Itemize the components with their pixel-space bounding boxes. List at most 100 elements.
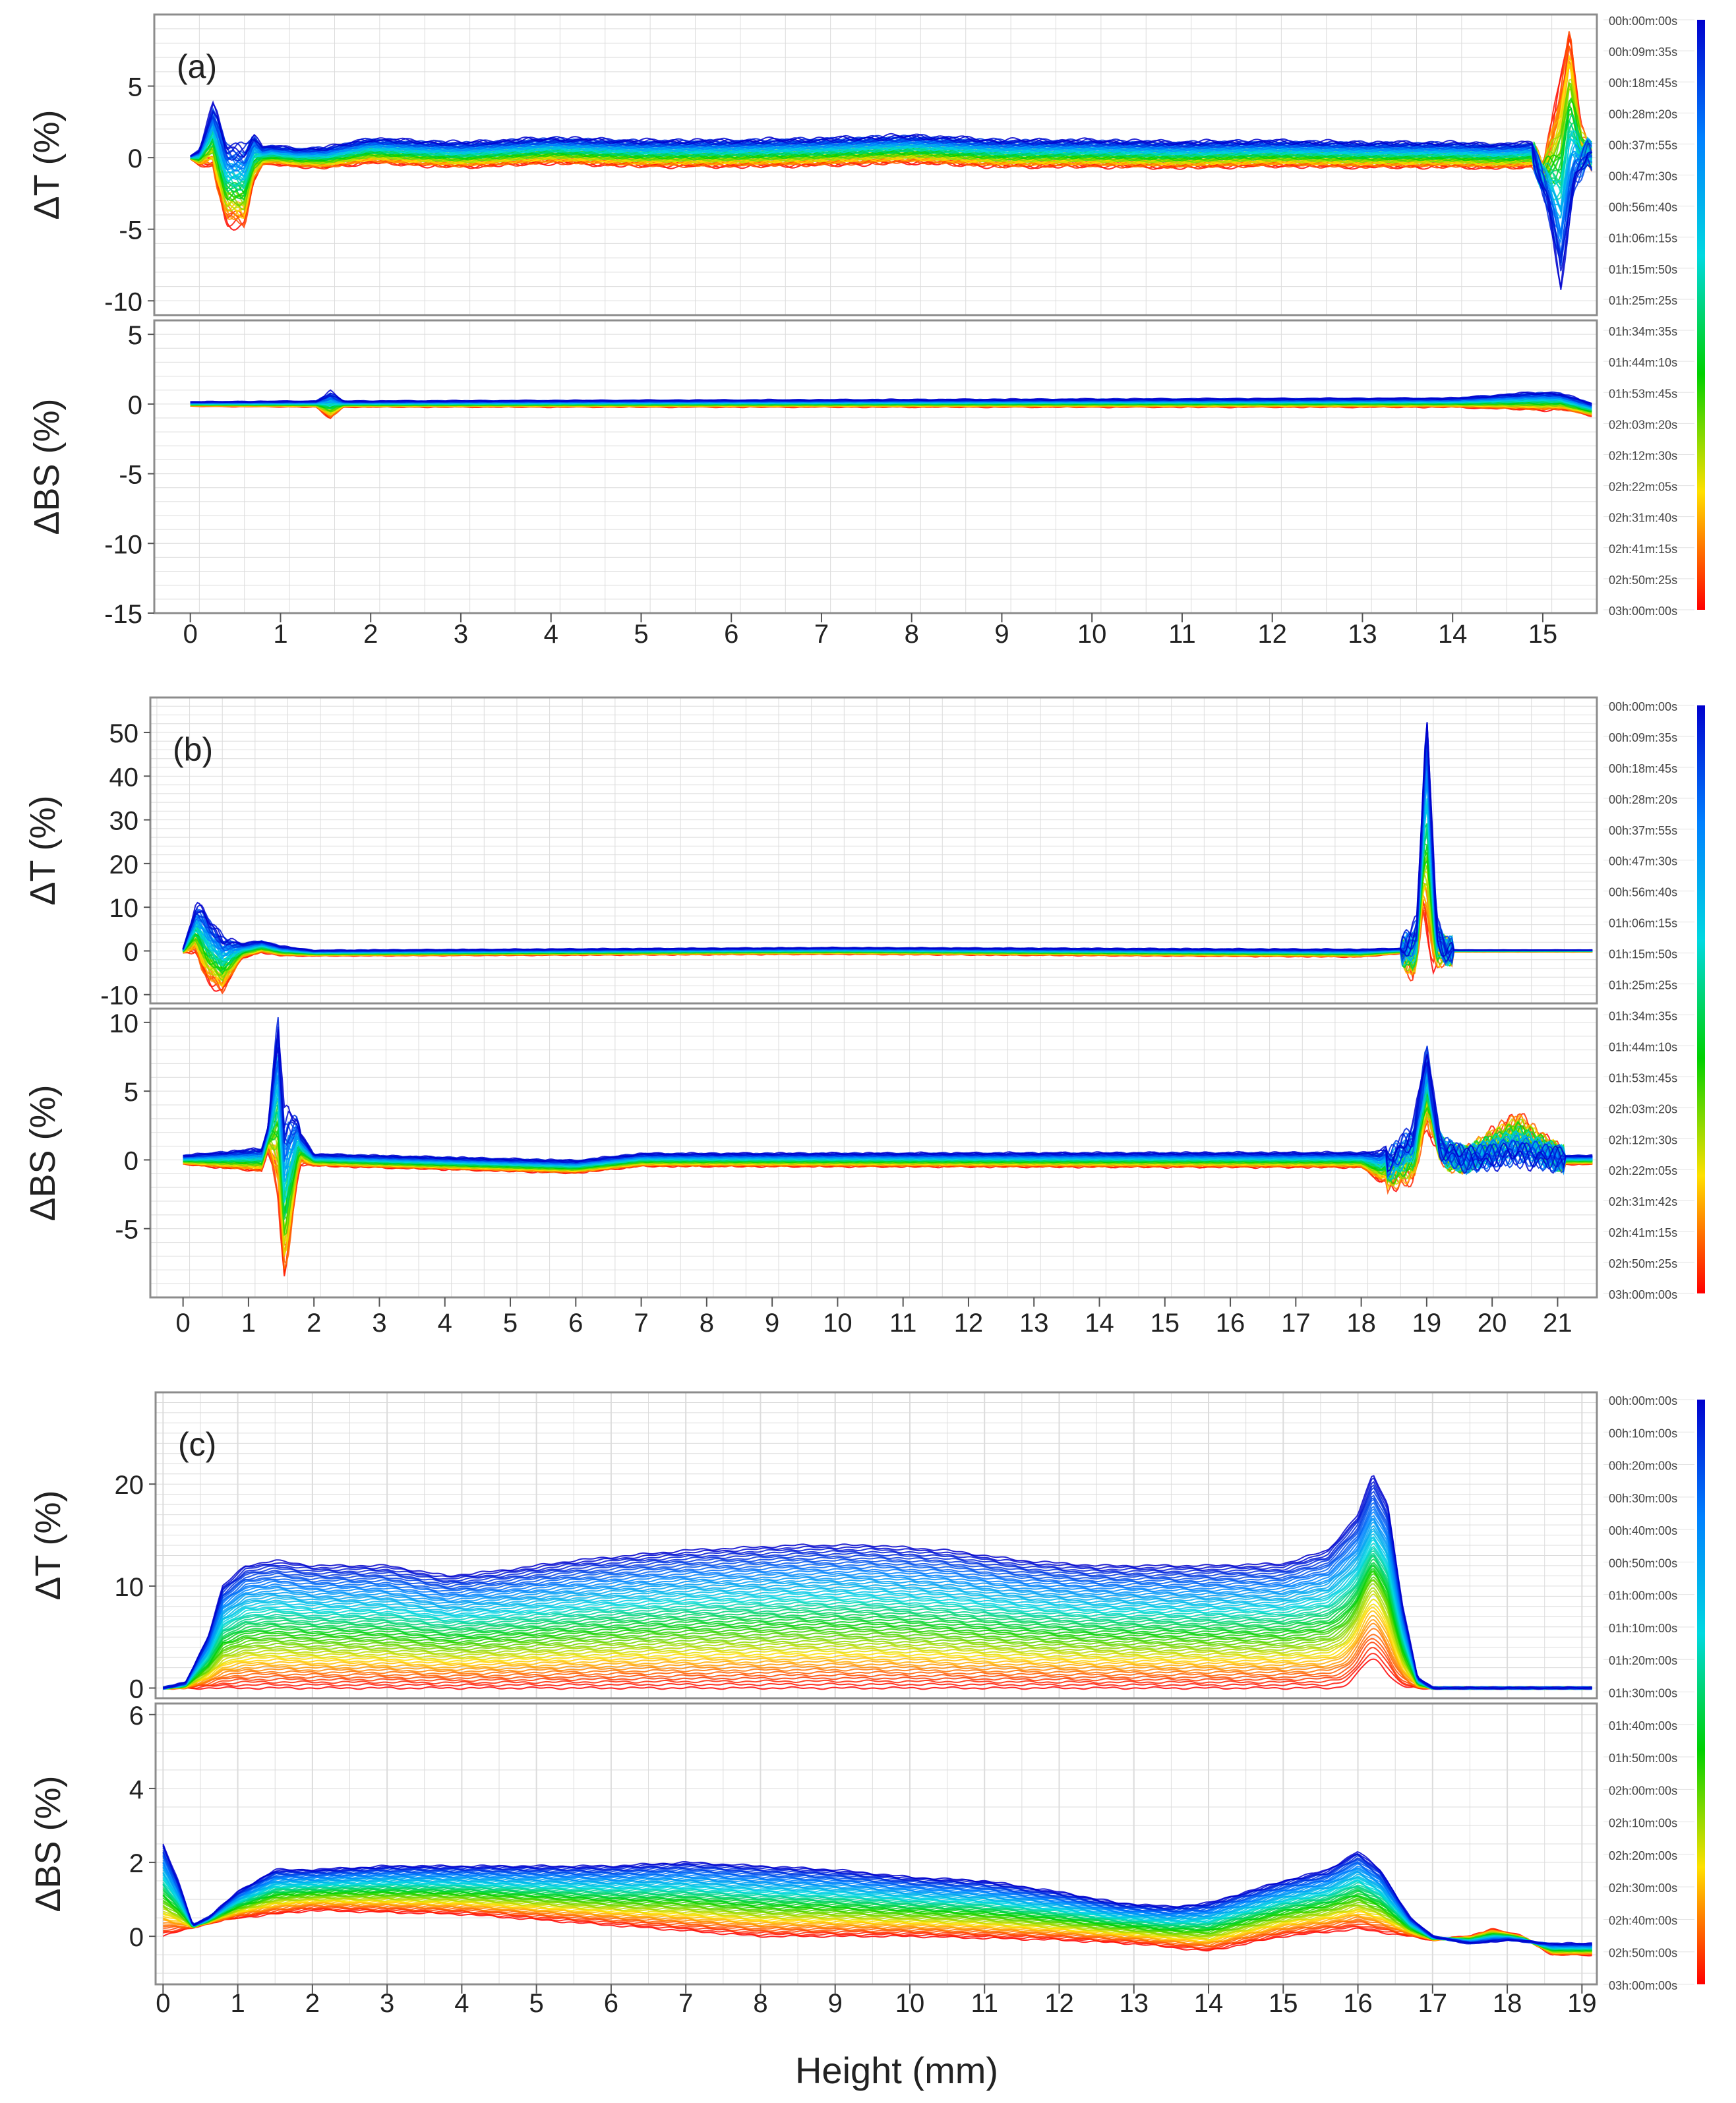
panel-tag: (b) (173, 731, 213, 768)
x-tick-label: 10 (823, 1309, 853, 1338)
series-curve (162, 1899, 1592, 1954)
x-tick-label: 18 (1346, 1309, 1376, 1338)
subplot-3-1: 20 10 0 ΔT (%) (c) (28, 1391, 1598, 1704)
series-curve (163, 1555, 1592, 1690)
x-tick-label: 0 (183, 620, 198, 649)
series-curve (163, 1576, 1592, 1690)
series-curve (162, 1843, 1592, 1945)
x-tick-label: 13 (1019, 1309, 1049, 1338)
series-curve (163, 1647, 1592, 1690)
series-curve (190, 100, 1592, 287)
x-tick-label: 4 (438, 1309, 452, 1338)
legend-label: 00h:18m:45s (1609, 76, 1677, 90)
legend-label: 00h:00m:00s (1609, 700, 1677, 713)
x-tick-label: 2 (305, 1989, 320, 2018)
legend-label: 02h:30m:00s (1609, 1881, 1677, 1895)
legend-label: 01h:53m:45s (1609, 1071, 1677, 1084)
x-tick-label: 1 (241, 1309, 256, 1338)
series-curve (163, 1547, 1592, 1690)
series-curve (162, 1487, 1592, 1690)
series-curve (163, 1518, 1592, 1690)
x-tick-label: 9 (828, 1989, 843, 2018)
legend-label: 02h:03m:20s (1609, 418, 1677, 431)
x-tick-label: 6 (568, 1309, 583, 1338)
legend-label: 02h:10m:00s (1609, 1817, 1677, 1830)
x-tick-label: 17 (1281, 1309, 1311, 1338)
series-curve (163, 1638, 1592, 1690)
series-curve (163, 1590, 1592, 1690)
series-curve (163, 1539, 1592, 1690)
series-curve (162, 1545, 1592, 1690)
x-tick-label: 10 (895, 1989, 925, 2018)
series-curve (163, 1598, 1592, 1690)
legend-colorbar (1697, 705, 1705, 1293)
series-curve (163, 1497, 1592, 1690)
x-tick-label: 0 (176, 1309, 191, 1338)
legend-label: 00h:47m:30s (1609, 855, 1677, 868)
series-curve (163, 1903, 1592, 1955)
series-curve (163, 1564, 1592, 1690)
x-tick-label: 2 (307, 1309, 321, 1338)
legend-label: 01h:20m:00s (1609, 1654, 1677, 1667)
x-tick-label: 16 (1343, 1989, 1373, 2018)
series-curve (162, 1893, 1592, 1953)
legend-label: 03h:00m:00s (1609, 605, 1677, 618)
series-curve (162, 1909, 1592, 1957)
x-tick-label: 3 (380, 1989, 394, 2018)
x-tick-label: 14 (1194, 1989, 1224, 2018)
legend-label: 02h:20m:00s (1609, 1849, 1677, 1862)
y-tick-label: 0 (128, 144, 142, 173)
subplot-2-1: 50 40 30 20 10 0 -10 ΔT (%) (b) (23, 696, 1598, 1011)
series-curve (163, 1536, 1592, 1690)
x-tick-label: 21 (1543, 1309, 1572, 1338)
legend-label: 01h:15m:50s (1609, 263, 1677, 276)
subplot-2-2: 10 5 0 -5 ΔBS (%) (23, 1007, 1598, 1299)
series-curve (163, 1593, 1592, 1690)
series-curve (162, 1484, 1592, 1690)
legend-label: 02h:00m:00s (1609, 1784, 1677, 1797)
series-curve (163, 1553, 1592, 1690)
series-curve (163, 1622, 1592, 1690)
series-curve (163, 1618, 1592, 1690)
legend-label: 01h:00m:00s (1609, 1589, 1677, 1603)
legend-label: 00h:30m:00s (1609, 1492, 1677, 1505)
x-tick-label: 5 (503, 1309, 518, 1338)
series-curve (190, 389, 1592, 404)
y-tick-label: 20 (115, 1471, 144, 1500)
x-tick-label: 13 (1348, 620, 1377, 649)
legend-label: 03h:00m:00s (1609, 1288, 1677, 1301)
x-tick-label: 2 (363, 620, 378, 649)
y-axis-label: ΔT (%) (28, 1490, 68, 1600)
x-tick-label: 1 (273, 620, 287, 649)
x-tick-label: 9 (994, 620, 1009, 649)
series-curve (183, 1029, 1593, 1173)
x-tick-label: 9 (765, 1309, 779, 1338)
legend-label: 00h:00m:00s (1609, 1394, 1677, 1407)
x-tick-label: 15 (1528, 620, 1558, 649)
y-tick-label: 10 (109, 1009, 139, 1038)
x-tick-label: 8 (905, 620, 919, 649)
series-curve (163, 1634, 1592, 1690)
series-curve (163, 1628, 1592, 1690)
x-tick-label: 3 (454, 620, 468, 649)
series-curve (163, 1533, 1592, 1690)
legend-label: 01h:25m:25s (1609, 294, 1677, 307)
plot-frame (153, 13, 1598, 316)
x-tick-label: 6 (604, 1989, 618, 2018)
series-curve (162, 1505, 1592, 1690)
x-tick-label: 14 (1085, 1309, 1114, 1338)
x-tick-label: 14 (1438, 620, 1468, 649)
x-tick-label: 5 (634, 620, 648, 649)
x-tick-label: 7 (678, 1989, 693, 2018)
legend-label: 02h:50m:00s (1609, 1947, 1677, 1960)
series-curve (163, 1579, 1592, 1690)
series-curve (162, 1859, 1592, 1947)
series-curve (163, 1525, 1592, 1690)
x-tick-label: 18 (1493, 1989, 1522, 2018)
series-curve (163, 1495, 1592, 1690)
series-curve (163, 1568, 1592, 1690)
y-tick-label: 30 (109, 807, 139, 836)
y-tick-label: 40 (109, 763, 139, 792)
